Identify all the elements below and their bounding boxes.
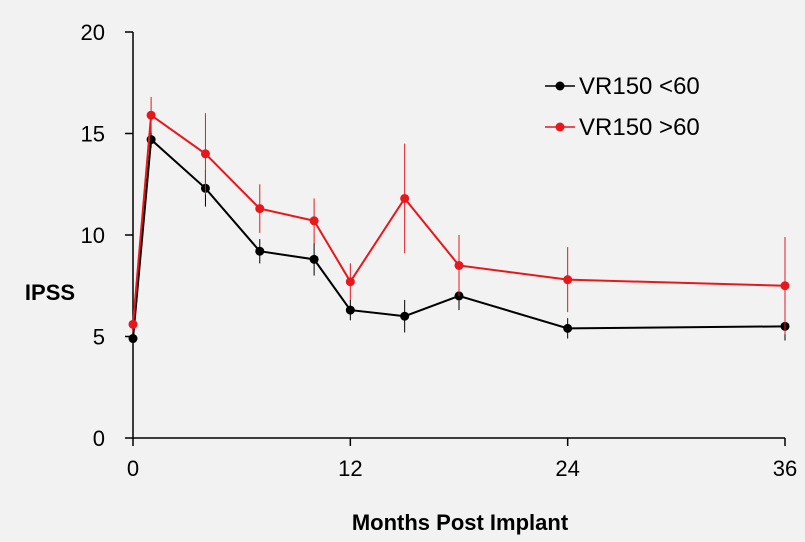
data-point (454, 260, 464, 270)
legend-marker-1 (555, 81, 565, 91)
data-point (309, 254, 319, 264)
y-axis-title: IPSS (25, 280, 75, 305)
data-point (345, 277, 355, 287)
x-axis-title: Months Post Implant (352, 510, 569, 535)
y-tick-label-1: 5 (93, 325, 105, 350)
y-tick-label-4: 20 (81, 20, 105, 45)
data-point (563, 275, 573, 285)
x-tick-label-1: 12 (338, 456, 362, 481)
data-point (146, 110, 156, 120)
y-tick-label-0: 0 (93, 426, 105, 451)
data-point (345, 305, 355, 315)
y-tick-label-3: 15 (81, 122, 105, 147)
data-point (255, 204, 265, 214)
legend-label-2: VR150 >60 (579, 114, 700, 141)
x-tick-label-2: 24 (555, 456, 579, 481)
x-ticks: 0 12 24 36 (127, 438, 797, 481)
legend: VR150 <60 VR150 >60 (545, 73, 700, 141)
legend-label-1: VR150 <60 (579, 73, 700, 100)
data-point (400, 193, 410, 203)
x-tick-label-3: 36 (773, 456, 797, 481)
y-ticks: 0 5 10 15 20 (81, 20, 133, 451)
data-point (128, 319, 138, 329)
data-point (200, 149, 210, 159)
legend-marker-2 (555, 122, 565, 132)
data-point (255, 246, 265, 256)
series-2 (128, 96, 790, 335)
legend-item-2: VR150 >60 (545, 114, 700, 141)
series-layer (128, 96, 790, 345)
data-point (309, 216, 319, 226)
legend-item-1: VR150 <60 (545, 73, 700, 100)
y-tick-label-2: 10 (81, 223, 105, 248)
data-point (780, 281, 790, 291)
data-point (563, 323, 573, 333)
series-line (132, 113, 786, 325)
data-point (128, 334, 138, 344)
series-line (132, 137, 786, 339)
x-tick-label-0: 0 (127, 456, 139, 481)
data-point (400, 311, 410, 321)
